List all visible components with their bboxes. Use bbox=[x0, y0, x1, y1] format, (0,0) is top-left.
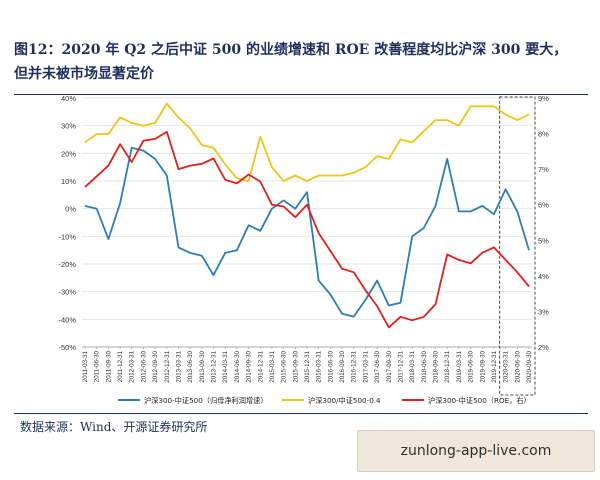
x-tick-label: 2014-12-31 bbox=[257, 350, 264, 382]
x-tick-label: 2012-09-30 bbox=[152, 350, 159, 382]
x-tick-label: 2012-03-31 bbox=[129, 350, 136, 382]
left-axis-tick-label: 40% bbox=[61, 94, 76, 103]
series-line-2 bbox=[84, 102, 530, 182]
left-axis-tick-label: 30% bbox=[61, 122, 76, 131]
x-tick-label: 2019-06-30 bbox=[468, 350, 475, 382]
left-axis-tick-label: -50% bbox=[58, 343, 76, 352]
x-tick-label: 2015-09-30 bbox=[292, 350, 299, 382]
x-tick-label: 2012-12-31 bbox=[164, 350, 171, 382]
series-line-3 bbox=[84, 130, 530, 329]
x-tick-label: 2018-12-31 bbox=[444, 350, 451, 382]
chart-title: 图12：2020 年 Q2 之后中证 500 的业绩增速和 ROE 改善程度均比… bbox=[14, 38, 589, 86]
x-tick-label: 2018-03-31 bbox=[409, 350, 416, 382]
x-tick-label: 2018-06-30 bbox=[421, 350, 428, 382]
x-tick-label: 2018-09-30 bbox=[433, 350, 440, 382]
x-tick-label: 2020-06-30 bbox=[514, 350, 521, 382]
x-tick-label: 2020-03-31 bbox=[503, 350, 510, 382]
x-tick-label: 2017-06-30 bbox=[374, 350, 381, 382]
x-tick-label: 2011-09-30 bbox=[105, 350, 112, 382]
source-divider bbox=[14, 413, 588, 414]
right-axis-tick-label: 4% bbox=[538, 272, 549, 281]
legend-label: 沪深300/中证500-0.4 bbox=[308, 396, 381, 405]
right-axis-tick-label: 8% bbox=[538, 130, 549, 139]
right-axis-tick-label: 5% bbox=[538, 236, 549, 245]
right-axis-tick-label: 7% bbox=[538, 165, 549, 174]
right-axis-tick-label: 9% bbox=[538, 94, 549, 103]
x-tick-label: 2013-06-30 bbox=[187, 350, 194, 382]
x-tick-label: 2015-03-31 bbox=[269, 350, 276, 382]
x-tick-label: 2014-09-30 bbox=[246, 350, 253, 382]
x-tick-label: 2011-06-30 bbox=[94, 350, 101, 382]
left-axis-ticks: 40% 30% 20% 10% 0% -10% -20% -30% -40% -50% bbox=[58, 94, 76, 352]
x-tick-label: 2016-03-31 bbox=[316, 350, 323, 382]
x-axis-ticks: 2011-03-31 2011-06-30 2011-09-30 2011-12-31… bbox=[82, 347, 533, 383]
x-tick-label: 2016-12-31 bbox=[351, 350, 358, 382]
right-axis-ticks: 9% 8% 7% 6% 5% 4% 3% 2% bbox=[538, 94, 549, 352]
x-tick-label: 2020-09-30 bbox=[526, 350, 533, 382]
x-tick-label: 2015-12-31 bbox=[304, 350, 311, 382]
legend-label: 沪深300-中证500（ROE，右） bbox=[428, 396, 531, 405]
x-tick-label: 2019-03-31 bbox=[456, 350, 463, 382]
x-tick-label: 2019-12-31 bbox=[491, 350, 498, 382]
x-tick-label: 2011-03-31 bbox=[82, 350, 89, 382]
grid-lines bbox=[82, 97, 532, 348]
left-axis-tick-label: 20% bbox=[61, 149, 76, 158]
x-tick-label: 2017-12-31 bbox=[397, 350, 404, 382]
x-tick-label: 2013-03-31 bbox=[175, 350, 182, 382]
left-axis-tick-label: -30% bbox=[58, 288, 76, 297]
left-axis-tick-label: 0% bbox=[65, 205, 76, 214]
chart-series bbox=[84, 102, 530, 329]
chart-title-line-1: 图12：2020 年 Q2 之后中证 500 的业绩增速和 ROE 改善程度均比… bbox=[14, 42, 568, 58]
x-tick-label: 2017-03-31 bbox=[362, 350, 369, 382]
left-axis-tick-label: -40% bbox=[58, 315, 76, 324]
right-axis-tick-label: 2% bbox=[538, 343, 549, 352]
data-source-note: 数据来源：Wind、开源证券研究所 bbox=[20, 420, 208, 434]
x-tick-label: 2016-06-30 bbox=[327, 350, 334, 382]
right-axis-tick-label: 3% bbox=[538, 307, 549, 316]
x-tick-label: 2013-09-30 bbox=[199, 350, 206, 382]
x-tick-label: 2015-06-30 bbox=[281, 350, 288, 382]
left-axis-tick-label: 10% bbox=[61, 177, 76, 186]
x-tick-label: 2014-03-31 bbox=[222, 350, 229, 382]
x-tick-label: 2011-12-31 bbox=[117, 350, 124, 382]
legend: 沪深300-中证500（归母净利润增速） 沪深300/中证500-0.4 沪深300… bbox=[118, 396, 531, 405]
highlight-box bbox=[499, 96, 536, 396]
right-axis-tick-label: 6% bbox=[538, 201, 549, 210]
watermark-banner: zunlong-app-live.com bbox=[357, 430, 595, 472]
left-axis-tick-label: -10% bbox=[58, 232, 76, 241]
x-tick-label: 2019-09-30 bbox=[479, 350, 486, 382]
x-tick-label: 2012-06-30 bbox=[140, 350, 147, 382]
x-tick-label: 2016-09-30 bbox=[339, 350, 346, 382]
x-tick-label: 2017-09-30 bbox=[386, 350, 393, 382]
series-line-1 bbox=[84, 146, 530, 318]
x-tick-label: 2014-06-30 bbox=[234, 350, 241, 382]
legend-label: 沪深300-中证500（归母净利润增速） bbox=[144, 396, 267, 405]
chart-title-line-2: 但并未被市场显著定价 bbox=[14, 66, 154, 82]
title-divider bbox=[14, 94, 588, 95]
highlight-region bbox=[499, 96, 536, 396]
left-axis-tick-label: -20% bbox=[58, 260, 76, 269]
x-tick-label: 2013-12-31 bbox=[211, 350, 218, 382]
